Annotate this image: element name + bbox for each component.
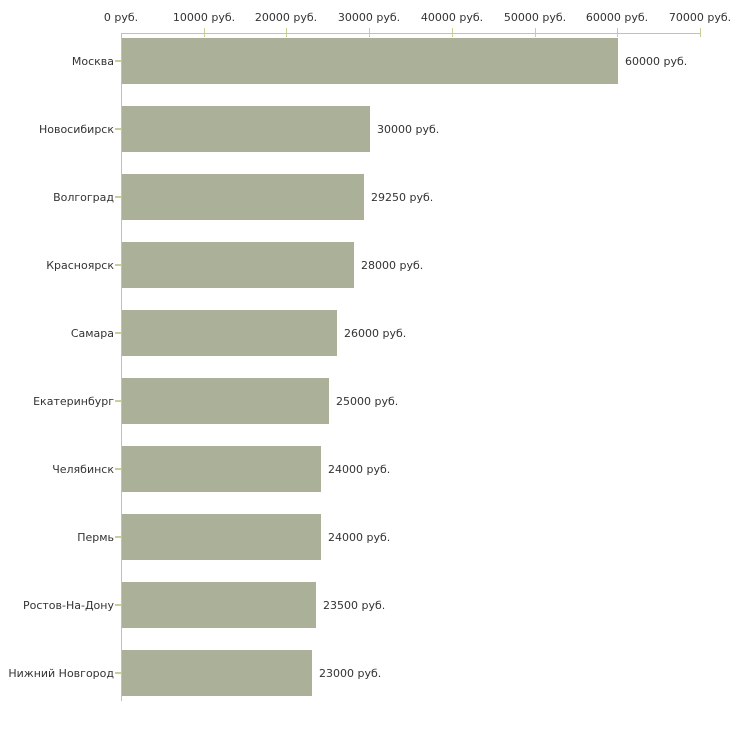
category-tick [115,264,121,266]
value-label: 29250 руб. [371,190,434,204]
value-label: 30000 руб. [377,122,440,136]
value-label: 24000 руб. [328,462,391,476]
category-label: Пермь [77,530,114,544]
category-tick [115,60,121,62]
x-axis-tick [535,28,536,37]
bar [122,38,618,84]
bar [122,242,354,288]
x-axis-tick-label: 30000 руб. [337,11,401,24]
category-tick [115,128,121,130]
x-axis-tick-label: 0 руб. [103,11,139,24]
category-label: Самара [70,326,114,340]
x-axis-tick [452,28,453,37]
x-axis-tick-label: 40000 руб. [420,11,484,24]
category-label: Ростов-На-Дону [22,598,114,612]
value-label: 23000 руб. [319,666,382,680]
x-axis-tick [369,28,370,37]
value-label: 25000 руб. [336,394,399,408]
category-label: Нижний Новгород [8,666,114,680]
category-tick [115,672,121,674]
category-label: Красноярск [46,258,114,272]
category-tick [115,604,121,606]
x-axis-line [121,33,701,34]
bar [122,378,329,424]
category-tick [115,468,121,470]
bar [122,514,321,560]
category-label: Екатеринбург [33,394,114,408]
x-axis-tick [204,28,205,37]
category-label: Москва [71,54,114,68]
x-axis-tick-label: 70000 руб. [668,11,730,24]
category-label: Волгоград [53,190,114,204]
category-tick [115,332,121,334]
value-label: 24000 руб. [328,530,391,544]
bar [122,174,364,220]
bar [122,446,321,492]
x-axis-tick [700,28,701,37]
category-tick [115,400,121,402]
category-label: Новосибирск [38,122,114,136]
bar [122,650,312,696]
category-tick [115,196,121,198]
bar [122,106,370,152]
category-tick [115,536,121,538]
value-label: 60000 руб. [625,54,688,68]
x-axis-tick-label: 50000 руб. [503,11,567,24]
x-axis-tick [617,28,618,37]
y-axis-line [121,33,122,701]
value-label: 28000 руб. [361,258,424,272]
bar [122,310,337,356]
x-axis-tick-label: 60000 руб. [585,11,649,24]
bar [122,582,316,628]
category-label: Челябинск [52,462,114,476]
x-axis-tick [286,28,287,37]
value-label: 23500 руб. [323,598,386,612]
x-axis-tick-label: 20000 руб. [254,11,318,24]
value-label: 26000 руб. [344,326,407,340]
x-axis-tick-label: 10000 руб. [172,11,236,24]
